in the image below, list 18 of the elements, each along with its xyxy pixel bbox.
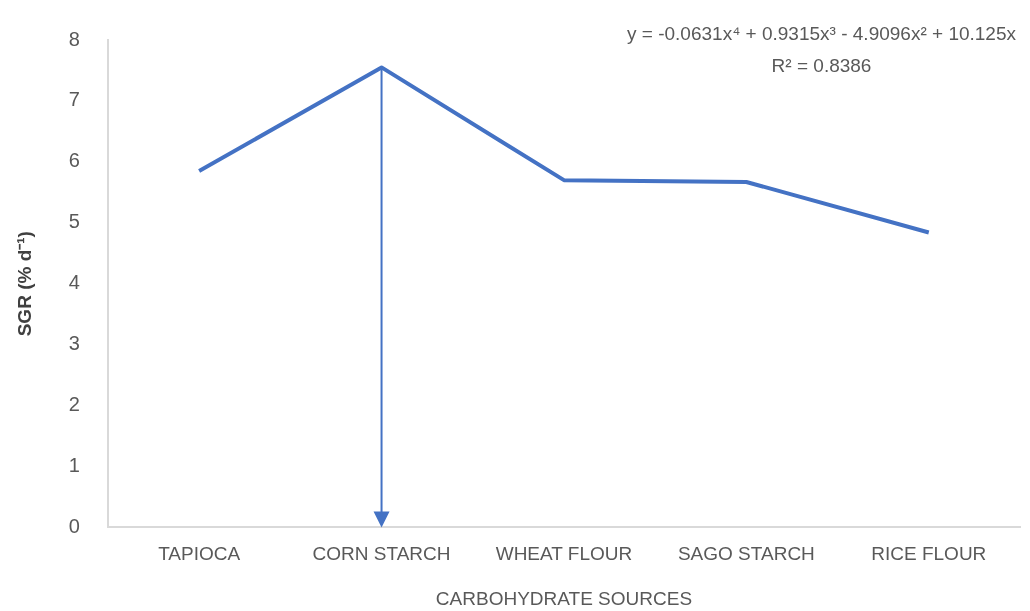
y-axis-title: SGR (% d⁻¹): [13, 231, 35, 337]
y-tick-label: 3: [68, 332, 80, 355]
annotation: R² = 0.8386: [770, 54, 873, 78]
y-tick-label: 6: [68, 149, 80, 172]
annotation: y = -0.0631x⁴ + 0.9315x³ - 4.9096x² + 10.125x: [627, 22, 1016, 46]
x-tick-label: WHEAT FLOUR: [495, 543, 633, 565]
x-tick-label: RICE FLOUR: [871, 543, 987, 565]
x-tick-label: CORN STARCH: [312, 543, 451, 565]
y-tick-label: 5: [68, 210, 80, 233]
y-tick-label: 2: [68, 393, 80, 416]
y-tick-label: 1: [68, 453, 80, 476]
x-axis-title: CARBOHYDRATE SOURCES: [435, 587, 693, 609]
y-tick-label: 8: [68, 27, 80, 50]
y-tick-label: 0: [68, 514, 80, 537]
x-tick-label: TAPIOCA: [158, 543, 241, 565]
y-tick-label: 7: [68, 88, 80, 111]
x-tick-label: SAGO STARCH: [677, 543, 815, 565]
y-tick-label: 4: [68, 271, 80, 294]
